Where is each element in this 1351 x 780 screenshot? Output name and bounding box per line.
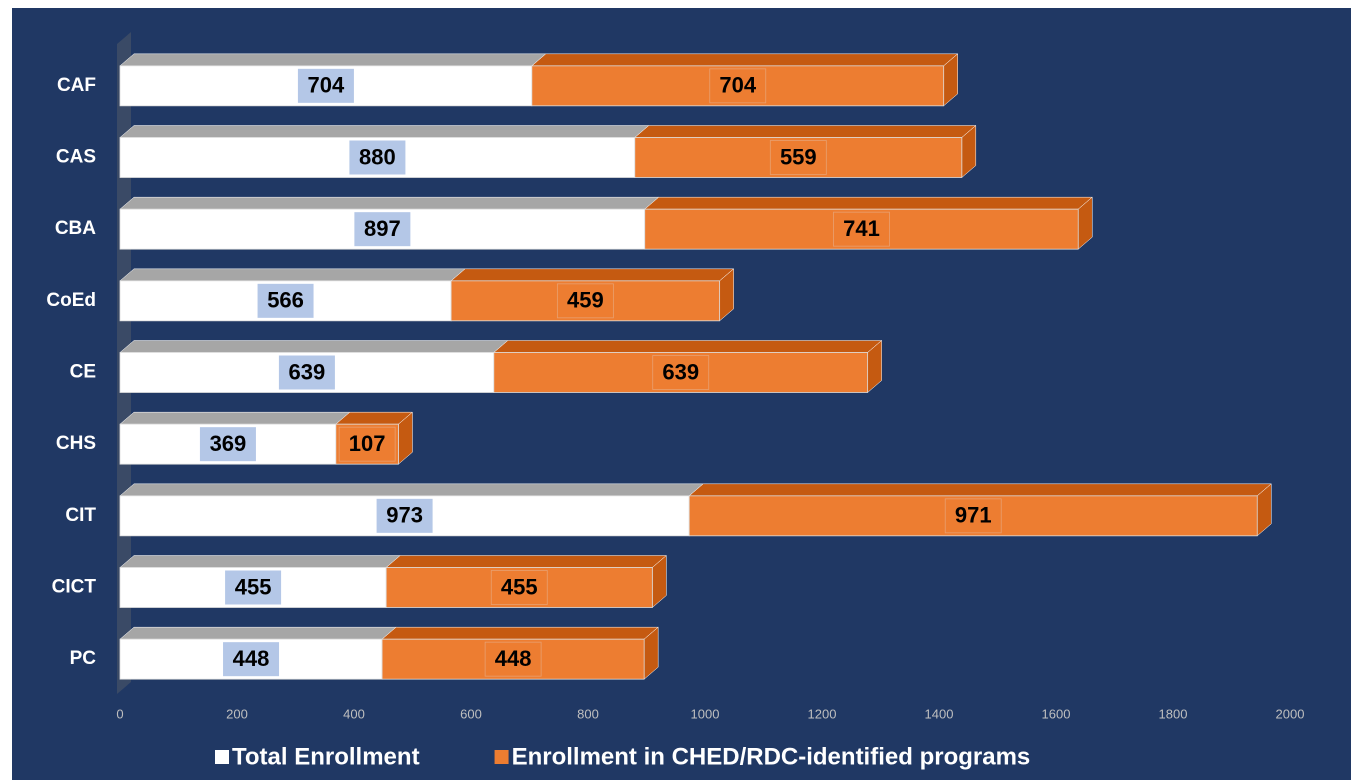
data-label-box: [376, 498, 433, 533]
y-tick-label: CE: [70, 362, 96, 383]
data-label: 455: [235, 574, 272, 599]
data-label-box: [349, 140, 406, 175]
data-label: 704: [308, 73, 345, 98]
bar-top: [531, 53, 959, 67]
x-tick-label: 600: [460, 706, 482, 721]
data-label: 741: [843, 216, 880, 241]
bar-top: [119, 555, 401, 568]
x-tick-label: 1600: [1042, 706, 1071, 721]
data-label: 897: [364, 216, 401, 241]
bar-top: [385, 555, 668, 568]
data-label-box: [833, 211, 890, 247]
data-label: 448: [233, 646, 270, 671]
data-label-box: [652, 355, 710, 390]
data-label: 704: [719, 73, 756, 98]
data-label: 971: [955, 503, 992, 528]
data-label-box: [257, 283, 314, 318]
data-label: 639: [289, 359, 326, 384]
x-tick-label: 800: [577, 706, 599, 721]
bar-top: [119, 196, 660, 210]
data-label-box: [769, 140, 827, 175]
y-tick-label: CICT: [52, 577, 97, 598]
x-tick-label: 0: [116, 706, 123, 721]
data-label-box: [490, 570, 548, 605]
bar-top: [119, 411, 351, 425]
x-tick-label: 2000: [1276, 706, 1305, 721]
data-label-box: [278, 355, 335, 390]
x-tick-label: 400: [343, 706, 365, 721]
data-label: 566: [267, 288, 304, 313]
x-tick-label: 200: [226, 706, 248, 721]
bar-top: [634, 125, 977, 138]
data-label: 459: [567, 288, 604, 313]
data-label-box: [297, 68, 354, 103]
legend-swatch: [494, 750, 509, 764]
data-label: 369: [210, 431, 247, 456]
data-label-box: [354, 212, 411, 247]
bar-top: [688, 483, 1272, 497]
bar-top: [450, 268, 735, 282]
data-label: 880: [359, 144, 396, 169]
bar-top: [119, 268, 466, 282]
y-tick-label: CHS: [56, 433, 96, 454]
x-tick-label: 1200: [808, 706, 837, 721]
y-tick-label: CoEd: [46, 290, 96, 311]
y-tick-label: CAS: [56, 147, 96, 168]
x-tick-label: 1000: [691, 706, 720, 721]
data-label-box: [556, 283, 614, 319]
data-label-box: [199, 427, 256, 462]
x-tick-label: 1400: [925, 706, 954, 721]
data-label: 973: [386, 503, 423, 528]
bar-top: [119, 125, 650, 138]
y-tick-label: CAF: [57, 75, 96, 96]
data-label-box: [944, 498, 1002, 534]
bar-top: [493, 340, 883, 353]
data-label-box: [709, 68, 767, 104]
bar-top: [119, 53, 547, 67]
bar-top: [119, 626, 397, 640]
legend-swatch: [215, 750, 229, 764]
y-tick-label: CIT: [65, 505, 96, 526]
data-label: 455: [501, 574, 538, 599]
data-label: 107: [349, 431, 386, 456]
bar-top: [381, 626, 659, 640]
y-tick-label: CBA: [55, 218, 96, 239]
data-label-box: [225, 570, 282, 605]
x-tick-label: 1800: [1159, 706, 1188, 721]
legend-label: Enrollment in CHED/RDC-identified progra…: [512, 743, 1031, 770]
data-label-box: [484, 641, 542, 677]
bar-top: [119, 340, 509, 353]
y-tick-label: PC: [70, 648, 97, 669]
data-label: 639: [662, 359, 699, 384]
data-label-box: [338, 426, 396, 462]
bar-top: [644, 196, 1093, 210]
legend-label: Total Enrollment: [232, 743, 420, 770]
bar-top: [119, 483, 704, 497]
data-label: 448: [495, 646, 532, 671]
data-label: 559: [780, 144, 817, 169]
data-label-box: [223, 642, 280, 677]
